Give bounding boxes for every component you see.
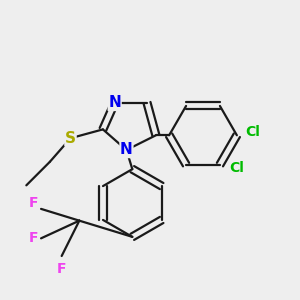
Text: N: N (108, 95, 121, 110)
Text: Cl: Cl (246, 125, 261, 139)
Text: F: F (28, 231, 38, 245)
Text: F: F (57, 262, 66, 276)
Text: S: S (65, 131, 76, 146)
Text: N: N (120, 142, 133, 158)
Text: F: F (28, 196, 38, 210)
Text: Cl: Cl (229, 160, 244, 175)
